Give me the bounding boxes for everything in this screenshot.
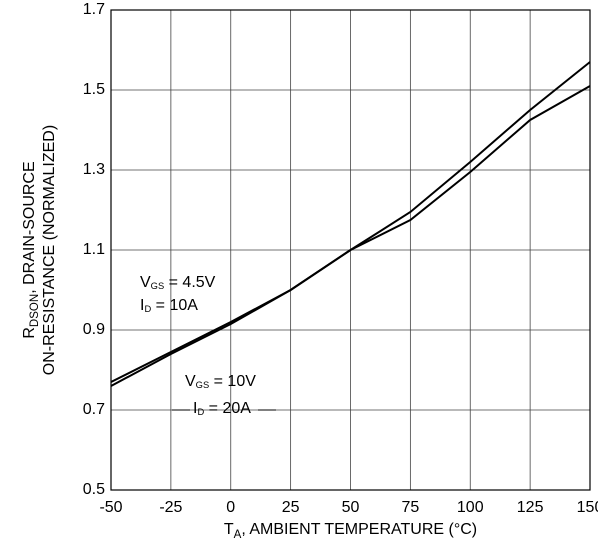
label: ON-RESISTANCE (NORMALIZED) bbox=[41, 125, 58, 375]
label-part: , DRAIN-SOURCE bbox=[21, 161, 38, 293]
x-tick-label: 75 bbox=[401, 499, 419, 516]
y-tick-label: 1.5 bbox=[83, 81, 105, 98]
x-tick-label: 100 bbox=[457, 499, 484, 516]
label: ID = 20A bbox=[193, 400, 251, 417]
label-part: = 10A bbox=[151, 297, 198, 314]
x-tick-label: 25 bbox=[282, 499, 300, 516]
x-tick-label: 0 bbox=[226, 499, 235, 516]
label-part: I bbox=[140, 297, 144, 314]
y-tick-label: 0.7 bbox=[83, 401, 105, 418]
label-part: GS bbox=[151, 281, 165, 291]
x-tick-label: 125 bbox=[517, 499, 544, 516]
x-tick-label: 50 bbox=[342, 499, 360, 516]
series-line bbox=[110, 85, 591, 387]
y-tick-label: 0.5 bbox=[83, 481, 105, 498]
label: RDSON, DRAIN-SOURCE bbox=[21, 161, 41, 338]
y-axis-title: RDSON, DRAIN-SOURCE ON-RESISTANCE (NORMAL… bbox=[21, 125, 58, 375]
label-part: = 4.5V bbox=[164, 274, 215, 291]
label: VGS = 4.5V bbox=[140, 274, 216, 291]
y-tick-label: 1.1 bbox=[83, 241, 105, 258]
label-part: I bbox=[193, 400, 197, 417]
label-part: , AMBIENT TEMPERATURE (°C) bbox=[241, 521, 477, 538]
label-part: GS bbox=[196, 380, 210, 390]
y-tick-label: 0.9 bbox=[83, 321, 105, 338]
label: VGS = 10V bbox=[185, 373, 256, 390]
x-tick-label: -50 bbox=[99, 499, 122, 516]
label-part: = 20A bbox=[204, 400, 251, 417]
label-part: D bbox=[144, 304, 151, 314]
label: ID = 10A bbox=[140, 297, 198, 314]
plot-frame bbox=[110, 9, 591, 491]
label-part: V bbox=[185, 373, 196, 390]
x-tick-label: -25 bbox=[159, 499, 182, 516]
label-part: T bbox=[224, 521, 234, 538]
y-tick-label: 1.3 bbox=[83, 161, 105, 178]
label-part: D bbox=[197, 407, 204, 417]
label-part: V bbox=[140, 274, 151, 291]
y-tick-label: 1.7 bbox=[83, 1, 105, 18]
label-part: DSON bbox=[29, 294, 41, 327]
label-part: R bbox=[21, 327, 38, 339]
x-tick-label: 150 bbox=[577, 499, 598, 516]
label: TA, AMBIENT TEMPERATURE (°C) bbox=[224, 521, 477, 541]
label-part: = 10V bbox=[209, 373, 256, 390]
label-part: ON-RESISTANCE (NORMALIZED) bbox=[41, 125, 58, 375]
label-part: A bbox=[234, 529, 242, 541]
